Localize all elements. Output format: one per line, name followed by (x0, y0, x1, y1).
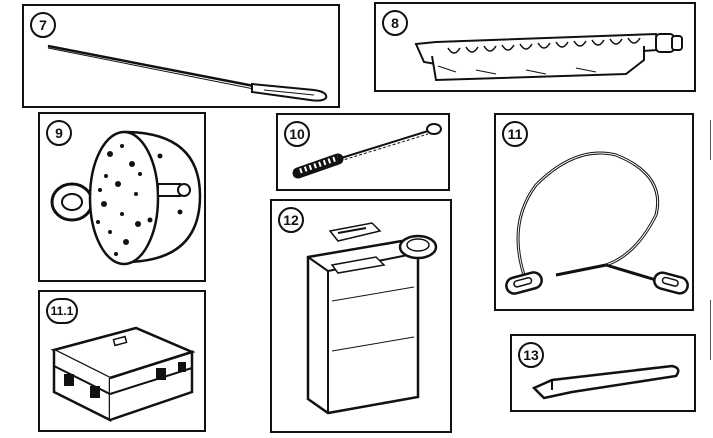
item-number-9: 9 (46, 120, 72, 146)
panel-item-11-1: 11.1 (38, 290, 206, 432)
panel-item-9: 9 (38, 112, 206, 282)
page-edge-mark (710, 300, 711, 360)
scraper-illustration (531, 364, 680, 400)
item-number-8: 8 (382, 10, 408, 36)
cable-illustration (505, 151, 689, 295)
item-number-11-1: 11.1 (46, 298, 78, 324)
panel-item-7: 7 (22, 4, 340, 108)
cleaning-rod-illustration (47, 44, 328, 102)
item-number-12: 12 (278, 207, 304, 233)
item-number-11: 11 (502, 121, 528, 147)
page-edge-mark (710, 120, 711, 160)
item-number-7: 7 (30, 12, 56, 38)
bore-brush-illustration (292, 123, 442, 179)
panel-item-8: 8 (374, 2, 696, 92)
water-can-illustration (306, 222, 438, 415)
panel-item-13: 13 (510, 334, 696, 412)
round-tool-illustration (50, 130, 202, 266)
panel-item-12: 12 (270, 199, 452, 433)
item-number-10: 10 (284, 121, 310, 147)
panel-item-11: 11 (494, 113, 694, 311)
item-number-13: 13 (518, 342, 544, 368)
carrying-case-illustration (50, 326, 196, 423)
panel-item-10: 10 (276, 113, 450, 191)
bandoleer-illustration (414, 32, 683, 82)
